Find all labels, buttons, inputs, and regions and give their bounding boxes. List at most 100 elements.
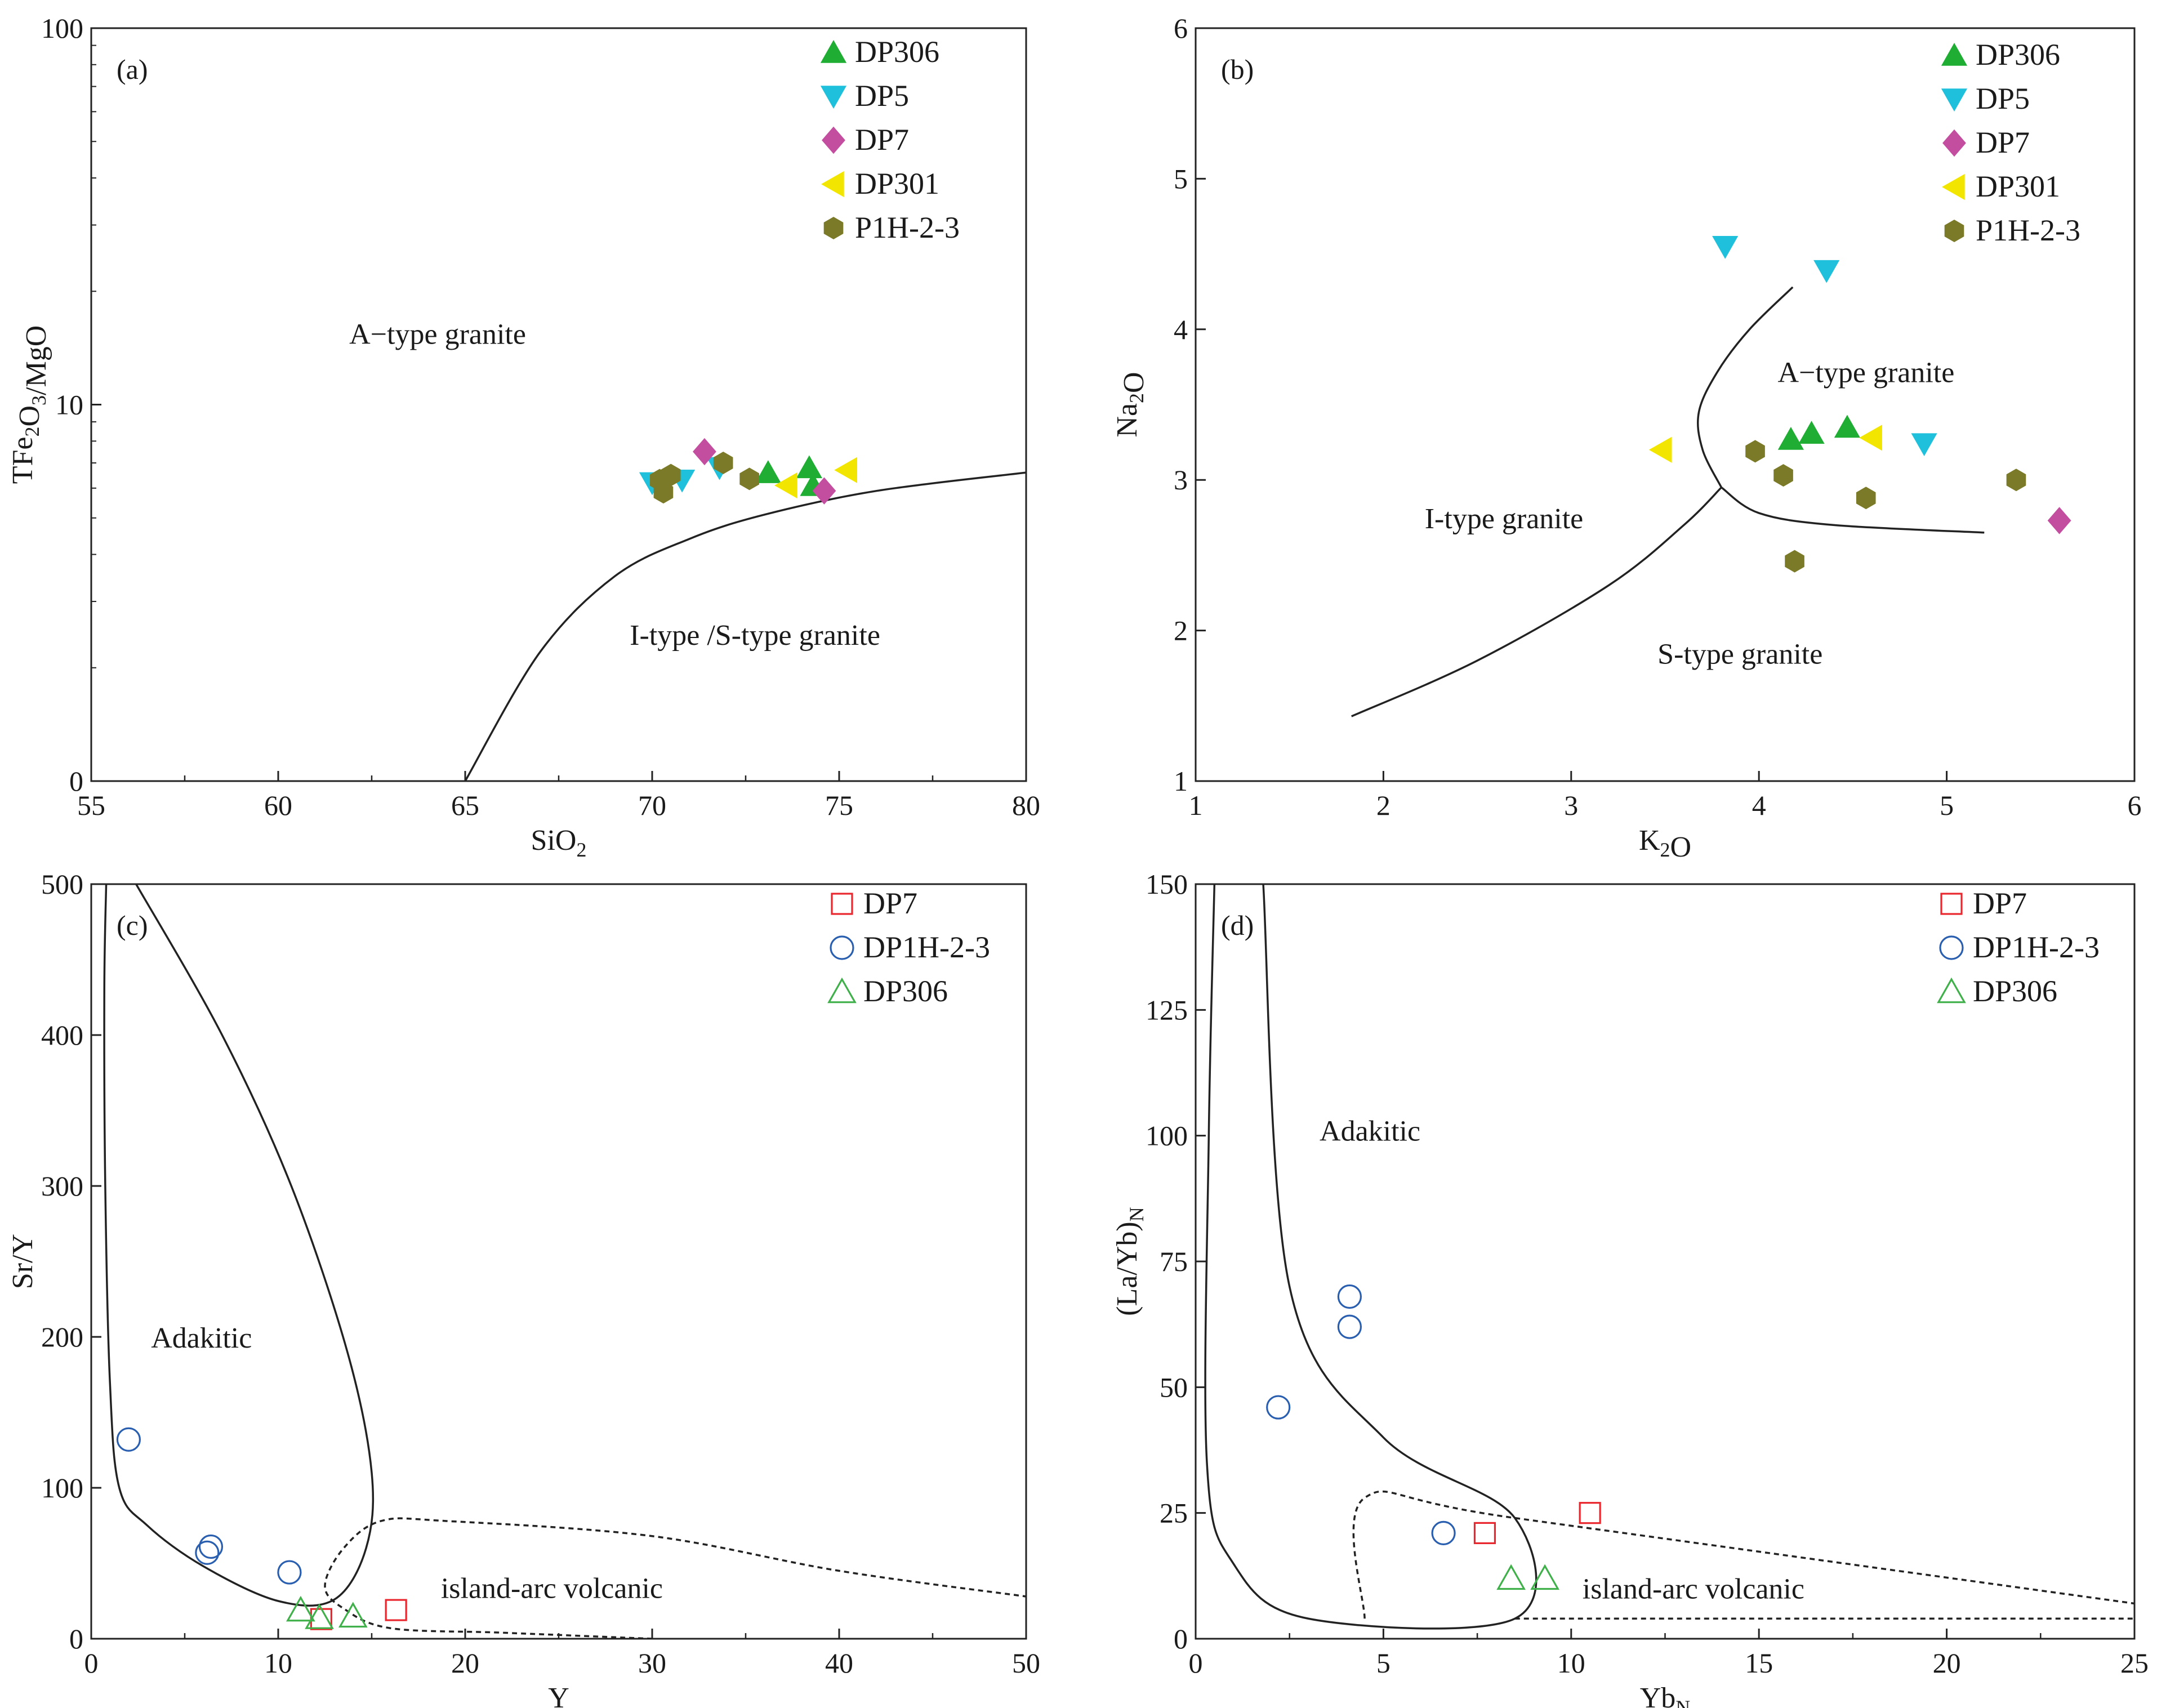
legend-marker-dp301 — [821, 171, 844, 198]
panel-label: (a) — [117, 53, 148, 85]
data-point-dp7 — [693, 438, 716, 466]
data-point-dp306 — [1530, 1564, 1559, 1590]
data-point-dp7 — [310, 1608, 332, 1630]
field-label: S-type granite — [1657, 638, 1822, 670]
data-point-dp306 — [755, 460, 781, 483]
y-tick-label: 0 — [1174, 1623, 1188, 1655]
x-tick-label: 50 — [1012, 1647, 1040, 1679]
data-point-p1h-2-3 — [739, 467, 759, 490]
y-axis-label: Sr/Y — [7, 1234, 39, 1289]
boundary-curves — [1351, 286, 1985, 717]
panel-a-chart: 55 60 65 70 75 80 0 10 100 SiO2 TFe2O3/MgO (a) A−typ… — [7, 12, 1040, 861]
panel-b-chart: 1 2 3 4 5 6 1 2 3 4 5 6 K2O Na2O (b) A−type granite I-ty… — [1111, 12, 2142, 863]
x-tick-label: 2 — [1376, 790, 1391, 821]
y-tick-label: 150 — [1146, 868, 1188, 900]
y-tick-label: 100 — [41, 12, 83, 44]
boundary-curves — [1204, 884, 2134, 1630]
data-point-dp7 — [1579, 1502, 1601, 1524]
field-label: island-arc volcanic — [1583, 1573, 1804, 1606]
x-tick-label: 0 — [1189, 1647, 1203, 1679]
x-axis-label: Y — [548, 1682, 569, 1708]
y-tick-label: 25 — [1160, 1497, 1188, 1529]
legend-label: DP7 — [863, 886, 917, 920]
y-tick-label: 1 — [1174, 765, 1188, 797]
y-tick-label: 2 — [1174, 615, 1188, 646]
x-tick-label: 10 — [264, 1647, 292, 1679]
y-axis-label: Na2O — [1111, 372, 1150, 437]
x-tick-label: 55 — [77, 790, 105, 821]
legend-label: DP306 — [863, 974, 948, 1008]
data-point-dp5 — [1712, 236, 1739, 259]
data-point-p1h-2-3 — [661, 463, 681, 487]
field-label: Adakitic — [151, 1322, 252, 1354]
x-tick-label: 5 — [1376, 1647, 1391, 1679]
legend-label: DP306 — [1976, 38, 2060, 72]
data-point-dp306 — [1496, 1564, 1526, 1590]
legend-label: DP7 — [855, 123, 909, 157]
legend-label: DP5 — [1976, 82, 2030, 115]
field-label: I-type granite — [1425, 503, 1584, 535]
legend-marker-p1h-2-3 — [1944, 220, 1964, 242]
legend-label: DP1H-2-3 — [1973, 930, 2100, 964]
data-point-dp306 — [1798, 421, 1825, 444]
y-tick-label: 100 — [41, 1472, 83, 1504]
data-point-dp306 — [796, 455, 822, 479]
x-tick-label: 75 — [825, 790, 853, 821]
boundary-line-island-arc-field — [324, 1517, 1026, 1639]
legend-marker-dp5 — [1941, 88, 1968, 112]
boundary-curves — [103, 884, 1026, 1639]
legend-marker-p1h-2-3 — [823, 217, 844, 239]
legend-marker-dp301 — [1942, 173, 1965, 200]
y-tick-label: 4 — [1174, 314, 1188, 345]
x-tick-label: 25 — [2120, 1647, 2149, 1679]
boundary-line-adakitic-field — [103, 884, 375, 1607]
data-point-dp7 — [2047, 507, 2071, 534]
panel-label: (d) — [1221, 909, 1254, 941]
data-point-dp1h-2-3 — [1266, 1395, 1291, 1420]
boundary-curves — [464, 471, 1026, 781]
x-tick-label: 1 — [1189, 790, 1203, 821]
y-tick-label: 0 — [69, 1623, 83, 1655]
panel-label: (b) — [1221, 53, 1254, 85]
field-label: island-arc volcanic — [441, 1573, 663, 1605]
data-point-dp7 — [385, 1599, 407, 1621]
x-tick-label: 6 — [2128, 790, 2142, 821]
y-tick-label: 300 — [41, 1170, 83, 1202]
data-point-p1h-2-3 — [1745, 440, 1765, 463]
x-tick-label: 40 — [825, 1647, 853, 1679]
legend-label: P1H-2-3 — [1976, 213, 2080, 247]
legend: DP306 DP5 DP7 DP301 P1H-2-3 — [820, 35, 960, 244]
y-tick-label: 75 — [1160, 1246, 1188, 1277]
x-tick-label: 0 — [84, 1647, 99, 1679]
x-tick-label: 5 — [1940, 790, 1954, 821]
data-point-dp5 — [1911, 433, 1937, 457]
legend-marker-dp7 — [1940, 893, 1963, 915]
field-label: A−type granite — [1778, 356, 1955, 389]
data-point-dp1h-2-3 — [195, 1540, 220, 1565]
y-tick-label: 125 — [1146, 994, 1188, 1025]
boundary-line-i-s-boundary — [1351, 487, 1722, 717]
x-tick-label: 20 — [451, 1647, 479, 1679]
x-tick-label: 60 — [264, 790, 292, 821]
x-tick-label: 20 — [1933, 1647, 1961, 1679]
x-axis-label: SiO2 — [531, 824, 587, 861]
boundary-line-adakitic-field — [1204, 884, 1537, 1630]
legend-label: P1H-2-3 — [855, 211, 960, 244]
field-label: Adakitic — [1320, 1116, 1420, 1148]
data-point-p1h-2-3 — [713, 452, 733, 475]
legend-label: DP7 — [1973, 886, 2027, 920]
x-tick-label: 70 — [638, 790, 666, 821]
data-point-dp1h-2-3 — [198, 1534, 224, 1559]
data-point-dp301 — [774, 472, 797, 499]
data-point-dp306 — [286, 1595, 315, 1622]
boundary-line-a-s-boundary — [1721, 487, 1985, 534]
y-tick-label: 400 — [41, 1019, 83, 1051]
boundary-line-boundary — [464, 471, 1026, 781]
data-point-dp301 — [1648, 436, 1672, 463]
legend-label: DP1H-2-3 — [863, 930, 990, 964]
legend-label: DP306 — [1973, 974, 2057, 1008]
data-point-dp1h-2-3 — [277, 1560, 302, 1585]
legend-label: DP301 — [855, 167, 939, 200]
legend: DP7 DP1H-2-3 DP306 — [1937, 886, 2100, 1008]
